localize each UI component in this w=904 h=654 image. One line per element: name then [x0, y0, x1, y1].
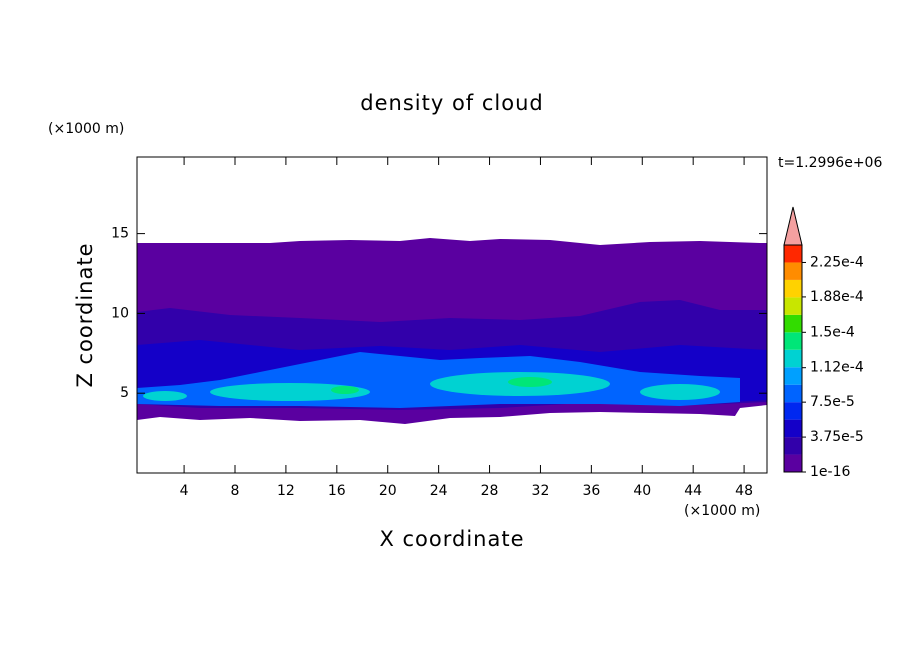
colorbar-band: [784, 454, 802, 472]
x-tick-label: 32: [532, 483, 550, 499]
colorbar-label: 2.25e-4: [810, 254, 864, 270]
chart-title: density of cloud: [360, 91, 543, 115]
y-unit: (×1000 m): [48, 121, 124, 137]
x-tick-label: 44: [684, 483, 702, 499]
x-tick-label: 40: [633, 483, 651, 499]
x-tick-label: 16: [328, 483, 346, 499]
colorbar-label: 7.5e-5: [810, 394, 855, 410]
colorbar-band: [784, 437, 802, 455]
x-axis-label: X coordinate: [379, 527, 524, 551]
x-unit: (×1000 m): [684, 503, 760, 519]
cloud-cyan: [640, 384, 720, 400]
colorbar-label: 1.88e-4: [810, 289, 864, 305]
x-tick-label: 20: [379, 483, 397, 499]
x-tick-label: 24: [430, 483, 448, 499]
y-tick-label: 15: [111, 226, 129, 242]
colorbar-extend: [783, 206, 803, 246]
colorbar-band: [784, 419, 802, 438]
cloud-cyan: [143, 391, 187, 401]
contour-field: [137, 238, 767, 424]
x-tick-label: 8: [231, 483, 240, 499]
colorbar-band: [784, 262, 802, 280]
colorbar-frame: [783, 244, 803, 473]
x-tick-label: 36: [582, 483, 600, 499]
colorbar-band: [784, 314, 802, 333]
colorbar-band: [784, 297, 802, 315]
colorbar-band: [784, 402, 802, 420]
x-tick-label: 28: [481, 483, 499, 499]
colorbar-band: [784, 349, 802, 368]
colorbar-band: [784, 367, 802, 385]
cloud-green: [331, 386, 359, 394]
annotation: t=1.2996e+06: [778, 155, 882, 171]
y-axis-label: Z coordinate: [73, 242, 97, 387]
cloud-cyan: [210, 383, 370, 401]
colorbar-band: [784, 332, 802, 350]
colorbar-label: 1e-16: [810, 464, 850, 480]
y-tick-label: 10: [111, 305, 129, 321]
colorbar-band: [784, 279, 802, 298]
plot-frame: [136, 156, 768, 474]
x-tick-label: 12: [277, 483, 295, 499]
colorbar-band: [784, 245, 802, 263]
x-tick-label: 4: [180, 483, 189, 499]
colorbar-band: [784, 384, 802, 403]
colorbar-label: 1.5e-4: [810, 324, 855, 340]
colorbar-label: 1.12e-4: [810, 360, 864, 376]
cloud-green: [508, 377, 552, 387]
y-tick-label: 5: [120, 385, 129, 401]
colorbar-label: 3.75e-5: [810, 429, 864, 445]
x-tick-label: 48: [735, 483, 753, 499]
